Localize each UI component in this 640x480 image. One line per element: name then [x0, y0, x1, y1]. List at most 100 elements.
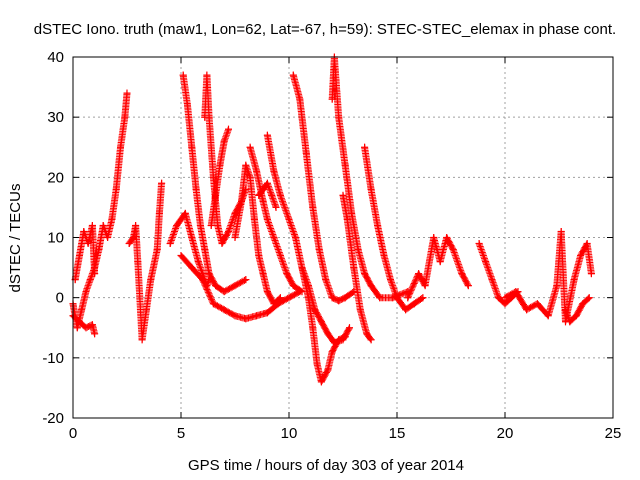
- data-point: [363, 330, 371, 338]
- data-point: [255, 252, 263, 259]
- data-point: [361, 270, 369, 278]
- data-point: [272, 203, 280, 211]
- x-axis-ticks: 0 5 10 15 20 25: [69, 57, 621, 442]
- data-point: [393, 294, 401, 302]
- data-point: [153, 246, 161, 253]
- data-point: [259, 185, 267, 193]
- data-point: [376, 294, 384, 302]
- data-point: [328, 95, 336, 103]
- data-point: [339, 336, 347, 344]
- x-tick-label: 0: [69, 425, 77, 442]
- data-point: [188, 234, 196, 241]
- data-point: [421, 282, 429, 290]
- data-point: [324, 330, 332, 338]
- data-point: [231, 209, 239, 217]
- data-point: [188, 143, 196, 151]
- data-point: [194, 258, 202, 266]
- data-point: [533, 300, 541, 308]
- y-tick-label: -10: [42, 350, 64, 367]
- data-point: [387, 276, 394, 284]
- data-point: [268, 191, 276, 199]
- data-point: [380, 252, 388, 259]
- x-tick-label: 5: [177, 425, 185, 442]
- data-point: [259, 270, 267, 278]
- data-point: [203, 71, 211, 79]
- data-point: [99, 222, 107, 229]
- series-3: [71, 222, 99, 284]
- data-point: [402, 306, 410, 314]
- data-point: [330, 339, 338, 347]
- data-point: [73, 324, 81, 332]
- y-tick-label: 40: [47, 49, 64, 66]
- data-point: [225, 125, 232, 133]
- data-point: [125, 240, 133, 247]
- data-point: [205, 270, 213, 278]
- data-point: [292, 234, 299, 241]
- series-6: [179, 71, 250, 296]
- series-10: [177, 252, 304, 323]
- data-point: [84, 240, 92, 247]
- data-point: [88, 222, 96, 229]
- series-9: [231, 161, 284, 308]
- series-8: [207, 125, 232, 229]
- data-point: [216, 161, 224, 169]
- data-point: [220, 288, 228, 296]
- data-point: [270, 234, 278, 241]
- data-point: [335, 113, 343, 121]
- data-point: [250, 215, 258, 223]
- data-point: [91, 270, 99, 278]
- data-point: [246, 143, 254, 151]
- data-point: [361, 143, 369, 151]
- data-point: [86, 276, 94, 284]
- data-point: [557, 228, 565, 235]
- data-point: [218, 240, 226, 247]
- data-point: [553, 282, 561, 290]
- data-point: [76, 252, 83, 259]
- data-point: [274, 300, 282, 308]
- data-point: [289, 282, 297, 290]
- data-point: [253, 167, 261, 175]
- data-point: [82, 288, 90, 296]
- data-point: [95, 246, 103, 253]
- data-point: [91, 330, 99, 338]
- data-point: [562, 306, 569, 314]
- data-point: [177, 252, 185, 259]
- data-point: [121, 113, 129, 121]
- data-point: [410, 300, 418, 308]
- data-point: [367, 336, 375, 344]
- data-point: [225, 228, 232, 235]
- series-11: [246, 143, 306, 296]
- data-point: [296, 95, 304, 103]
- x-tick-label: 20: [497, 425, 514, 442]
- data-point: [512, 288, 520, 296]
- y-tick-label: 30: [47, 109, 64, 126]
- data-point: [356, 306, 364, 314]
- data-point: [138, 336, 146, 344]
- data-point: [283, 270, 291, 278]
- data-point: [209, 300, 217, 308]
- data-point: [209, 173, 217, 181]
- data-point: [130, 234, 137, 241]
- data-point: [443, 234, 451, 241]
- data-point: [544, 312, 552, 320]
- data-point: [196, 222, 204, 229]
- data-point: [231, 234, 239, 241]
- data-point: [304, 282, 312, 290]
- data-point: [255, 191, 263, 199]
- data-point: [464, 282, 472, 290]
- data-point: [166, 240, 174, 247]
- series-12: [255, 179, 280, 211]
- data-point: [246, 173, 254, 181]
- data-point: [76, 318, 83, 326]
- data-point: [142, 306, 150, 314]
- data-point: [88, 321, 96, 329]
- data-point: [374, 222, 382, 229]
- data-point: [367, 282, 375, 290]
- data-point: [108, 215, 116, 223]
- data-point: [220, 137, 228, 145]
- y-tick-label: 0: [56, 290, 64, 307]
- data-point: [207, 222, 215, 229]
- data-point: [201, 246, 209, 253]
- data-point: [263, 288, 271, 296]
- data-point: [475, 240, 483, 247]
